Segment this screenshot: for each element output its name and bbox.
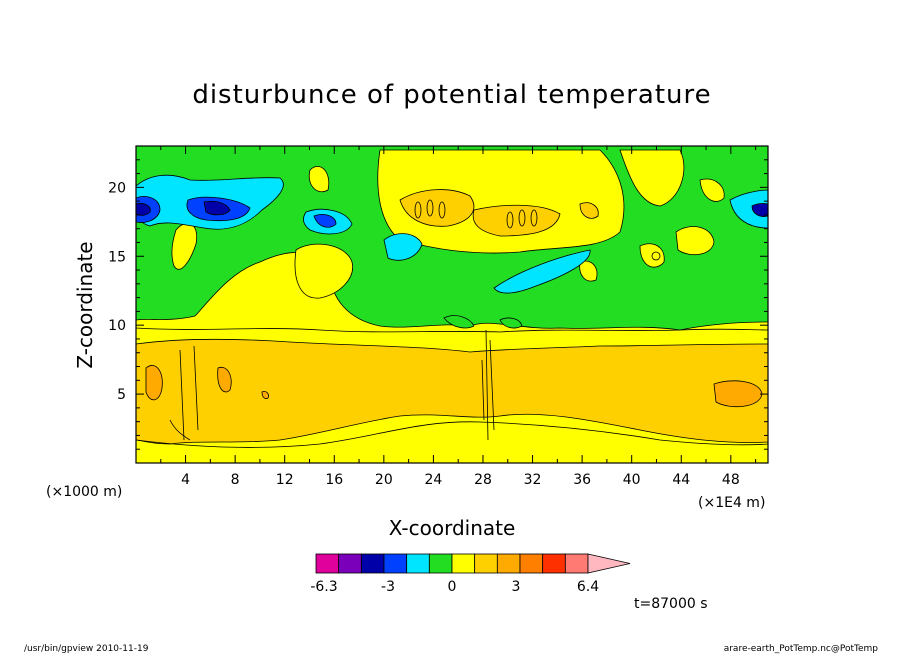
colorbar-swatch [542, 553, 566, 574]
footer-left: /usr/bin/gpview 2010-11-19 [24, 644, 149, 654]
colorbar-label: 3 [512, 579, 521, 595]
colorbar-label: -6.3 [310, 579, 337, 595]
field-cyan-right-edge [729, 189, 768, 229]
time-annotation: t=87000 s [634, 596, 708, 612]
contour-lines [136, 199, 768, 448]
field-orange-upper-right [579, 202, 599, 219]
colorbar-label: -3 [381, 579, 395, 595]
footer-right: arare-earth_PotTemp.nc@PotTemp [724, 644, 879, 654]
field-cyan-center-right [493, 249, 591, 294]
x-tick-label: 12 [276, 472, 294, 488]
colorbar-swatch [383, 553, 408, 574]
colorbar-label: 0 [448, 579, 457, 595]
colorbar-swatch [406, 553, 430, 574]
field-orange-deep-mid [217, 366, 232, 393]
x-tick-label: 4 [181, 472, 190, 488]
x-tick-label: 32 [524, 472, 542, 488]
x-unit-right: (×1E4 m) [698, 495, 765, 511]
plot-frame [135, 145, 769, 464]
field-cyan-center [383, 233, 423, 261]
field-green-streak-1 [443, 315, 475, 329]
x-tick-label: 44 [672, 472, 690, 488]
x-tick-label: 40 [623, 472, 641, 488]
field-navy-left-core [203, 200, 231, 216]
x-axis-title: X-coordinate [389, 516, 516, 540]
x-tick-label: 48 [722, 472, 740, 488]
field-yellow-small-3 [308, 165, 330, 193]
field-orange-upper-center-2 [472, 204, 561, 237]
x-tick-label: 36 [573, 472, 591, 488]
colorbar-swatch [496, 553, 521, 574]
field-yellow-upper-center [377, 149, 625, 254]
y-tick-label: 10 [108, 318, 126, 334]
field-blue-mid-left [313, 214, 337, 228]
chart-title: disturbunce of potential temperature [192, 80, 711, 110]
colorbar-swatch [451, 553, 476, 574]
colorbar-swatch [338, 553, 362, 574]
y-tick-label: 5 [117, 387, 126, 403]
field-orange-deep-left [145, 365, 163, 401]
x-tick-label: 24 [424, 472, 442, 488]
y-tick-label: 20 [108, 180, 126, 196]
field-yellow-right-upper [699, 178, 725, 202]
colorbar-swatch [564, 553, 589, 574]
field-green-streak-2 [499, 317, 523, 329]
field-yellow-upper-left [294, 243, 353, 299]
colorbar: -6.3 -3 0 3 6.4 [310, 553, 631, 595]
field-yellow-upper-right [619, 149, 685, 207]
x-tick-label: 16 [325, 472, 343, 488]
y-axis-title: Z-coordinate [73, 241, 97, 368]
y-axis: 5 10 15 20 [108, 159, 768, 450]
colorbar-swatch [428, 553, 453, 574]
y-tick-label: 15 [108, 249, 126, 265]
colorbar-swatch [360, 553, 385, 574]
field-yellow-right-blob [675, 226, 715, 256]
field-orange-lower [136, 338, 768, 445]
colorbar-swatch [315, 553, 340, 574]
field-blue-right-edge [751, 203, 768, 217]
x-tick-label: 20 [375, 472, 393, 488]
colorbar-label: 6.4 [577, 579, 599, 595]
x-tick-label: 8 [231, 472, 240, 488]
x-axis: 4 8 12 16 20 24 28 32 36 40 44 48 [160, 146, 757, 488]
field-orange-upper-center [399, 189, 475, 227]
field-orange-small-center [261, 391, 269, 399]
field-yellow-small-2 [579, 260, 598, 282]
field-orange-deep-right [713, 380, 763, 408]
colorbar-arrow [587, 553, 631, 574]
colorbar-swatch [474, 553, 498, 574]
plot-area [136, 146, 768, 463]
x-unit-left: (×1000 m) [46, 484, 122, 500]
x-tick-label: 28 [474, 472, 492, 488]
colorbar-swatch [519, 553, 544, 574]
